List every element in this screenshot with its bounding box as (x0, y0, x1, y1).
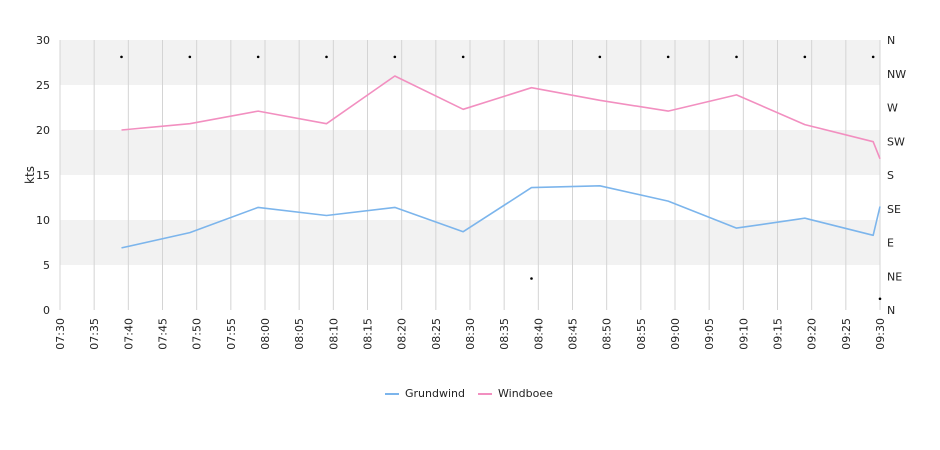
direction-tick-label: NE (887, 270, 902, 283)
direction-tick-label: N (887, 304, 895, 317)
legend-label: Grundwind (405, 387, 465, 400)
series-lines (121, 75, 881, 249)
x-tick-label: 09:10 (737, 318, 750, 350)
direction-tick-label: SW (887, 135, 905, 148)
direction-marker (871, 55, 875, 59)
x-tick-label: 08:10 (327, 318, 340, 350)
direction-tick-label: N (887, 34, 895, 47)
direction-tick-label: E (887, 237, 894, 250)
x-tick-label: 09:15 (772, 318, 785, 350)
x-tick-label: 08:05 (293, 318, 306, 350)
x-tick-label: 09:20 (806, 318, 819, 350)
x-tick-label: 08:35 (498, 318, 511, 350)
series-line-grundwind[interactable] (121, 185, 881, 249)
x-tick-label: 09:00 (669, 318, 682, 350)
direction-marker (878, 297, 882, 301)
direction-marker (530, 277, 533, 280)
y-tick-label: 15 (36, 169, 50, 182)
direction-marker (325, 55, 328, 59)
x-tick-label: 08:30 (464, 318, 477, 350)
x-tick-label: 08:20 (396, 318, 409, 350)
x-tick-label: 07:50 (191, 318, 204, 350)
direction-marker (393, 55, 397, 59)
x-tick-label: 07:30 (54, 318, 67, 350)
direction-tick-label: W (887, 102, 898, 115)
x-tick-label: 08:40 (532, 318, 545, 350)
direction-tick-label: NW (887, 68, 906, 81)
direction-marker (188, 55, 192, 59)
y-axis-title: kts (23, 166, 37, 184)
y-tick-label: 30 (36, 34, 50, 47)
legend-item-windboee[interactable]: Windboee (478, 387, 553, 400)
direction-marker (461, 55, 465, 59)
x-tick-label: 08:15 (362, 318, 375, 350)
direction-marker (598, 55, 602, 59)
y-tick-label: 25 (36, 79, 50, 92)
x-axis-ticks: 07:30 07:35 07:40 07:45 07:50 07:55 08:00 08:05… (54, 318, 887, 350)
x-tick-label: 08:50 (601, 318, 614, 350)
y-tick-label: 20 (36, 124, 50, 137)
y-axis-right-ticks: N NE E SE S SW W NW N (887, 34, 906, 317)
x-tick-label: 07:40 (122, 318, 135, 350)
x-tick-label: 08:45 (567, 318, 580, 350)
x-tick-label: 09:25 (840, 318, 853, 350)
legend-label: Windboee (498, 387, 553, 400)
x-tick-label: 08:25 (430, 318, 443, 350)
direction-tick-label: S (887, 169, 894, 182)
vertical-grid-lines (59, 40, 881, 310)
direction-marker (735, 55, 738, 59)
direction-tick-label: SE (887, 203, 901, 216)
direction-marker (803, 55, 807, 59)
direction-markers (120, 55, 882, 301)
x-tick-label: 08:55 (635, 318, 648, 350)
direction-marker (120, 55, 123, 59)
legend[interactable]: Grundwind Windboee (385, 387, 553, 400)
direction-marker (666, 55, 670, 59)
x-tick-label: 09:05 (703, 318, 716, 350)
x-tick-label: 09:30 (874, 318, 887, 350)
y-axis-left-ticks: 0 5 10 15 20 25 30 (36, 34, 50, 317)
direction-marker (256, 55, 260, 59)
y-tick-label: 0 (43, 304, 50, 317)
legend-item-grundwind[interactable]: Grundwind (385, 387, 465, 400)
y-tick-label: 5 (43, 259, 50, 272)
series-line-windboee[interactable] (121, 75, 881, 160)
x-tick-label: 07:35 (88, 318, 101, 350)
x-tick-label: 08:00 (259, 318, 272, 350)
y-tick-label: 10 (36, 214, 50, 227)
x-tick-label: 07:55 (225, 318, 238, 350)
x-tick-label: 07:45 (157, 318, 170, 350)
